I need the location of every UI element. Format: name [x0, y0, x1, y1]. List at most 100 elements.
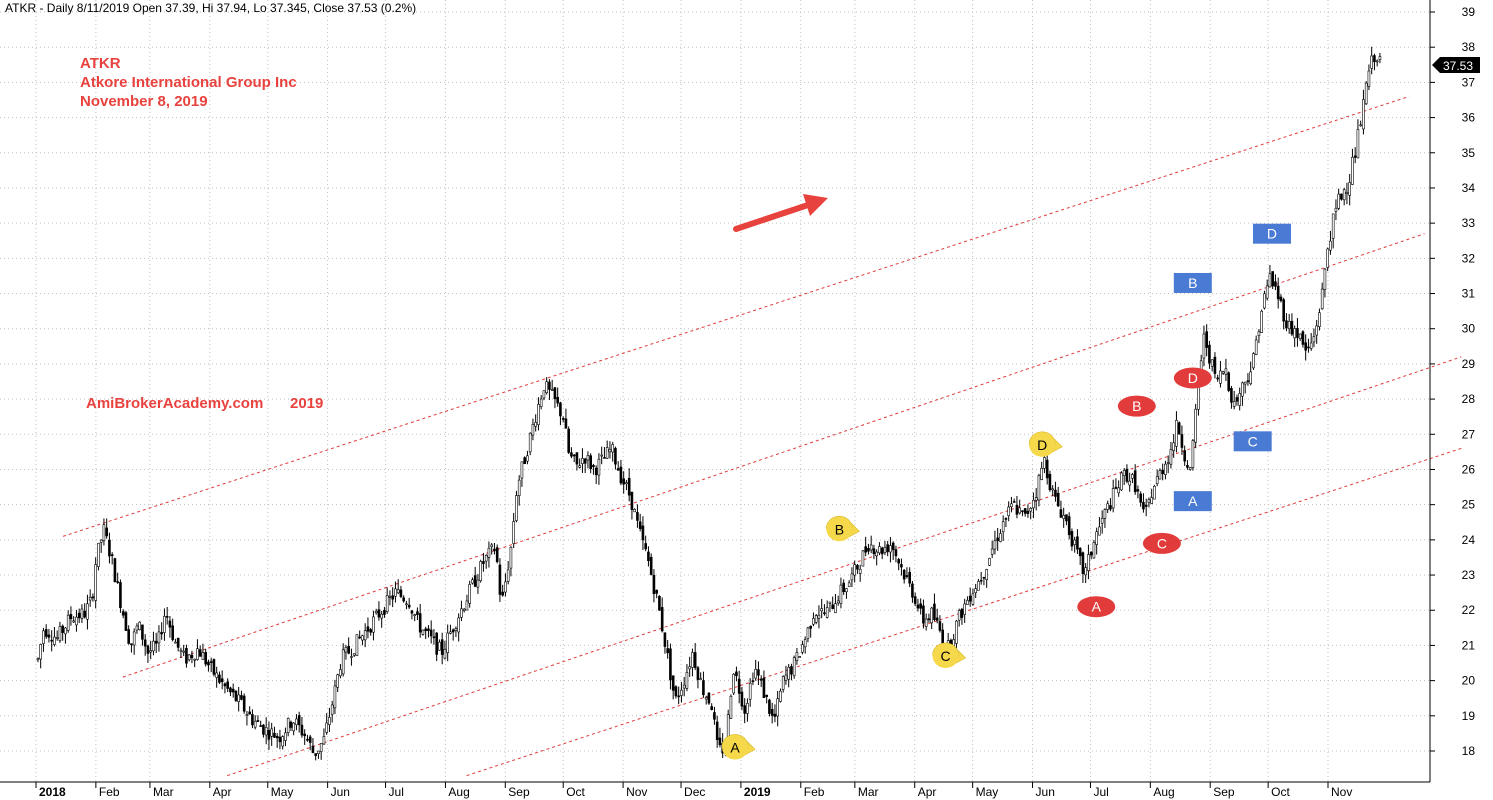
- candle-body: [649, 556, 653, 575]
- candle-body: [374, 610, 378, 614]
- candle-body: [325, 722, 328, 733]
- candle-body: [1081, 552, 1085, 574]
- candle-body: [1202, 333, 1206, 359]
- candle-body: [1078, 548, 1082, 557]
- last-price-label: 37.53: [1443, 59, 1473, 73]
- candle-body: [165, 616, 169, 618]
- candle-body: [1243, 381, 1247, 385]
- candle-body: [1023, 508, 1027, 514]
- wave-marker-shape: [1173, 272, 1212, 293]
- wave-label-blue-box: D: [1252, 223, 1291, 244]
- candle-body: [1180, 434, 1184, 448]
- candle-body: [352, 653, 356, 656]
- candle-body: [1111, 488, 1115, 509]
- candle-body: [36, 658, 40, 660]
- candle-body: [982, 576, 986, 579]
- candle-body: [218, 674, 221, 683]
- candle-body: [985, 569, 988, 580]
- candle-body: [482, 561, 485, 564]
- candle-body: [537, 404, 540, 425]
- candle-body: [394, 588, 397, 597]
- candle-body: [141, 624, 144, 640]
- candle-body: [86, 603, 89, 620]
- candle-body: [1100, 518, 1104, 524]
- candle-body: [979, 579, 983, 582]
- candle-body: [671, 675, 675, 691]
- candle-body: [834, 603, 837, 614]
- candle-body: [80, 608, 84, 619]
- candle-body: [231, 688, 235, 693]
- candle-body: [990, 548, 994, 555]
- candle-body: [292, 722, 295, 732]
- price-tick-label: 29: [1462, 357, 1476, 371]
- candle-body: [1340, 193, 1343, 200]
- wave-marker-shape: [1117, 395, 1156, 417]
- candle-body: [1194, 408, 1197, 443]
- candle-body: [465, 600, 469, 611]
- candle-body: [410, 610, 414, 614]
- candle-body: [644, 543, 647, 550]
- candle-body: [1246, 380, 1250, 383]
- candle-body: [369, 629, 372, 633]
- candle-body: [427, 628, 430, 631]
- candle-body: [762, 677, 766, 699]
- candle-body: [421, 629, 425, 635]
- candle-body: [248, 711, 251, 715]
- candle-body: [83, 610, 86, 618]
- candle-body: [1320, 288, 1324, 310]
- candle-body: [1373, 55, 1376, 63]
- candle-body: [234, 690, 238, 701]
- candle-body: [64, 627, 67, 635]
- candle-body: [993, 540, 997, 550]
- candle-body: [163, 616, 166, 633]
- candle-body: [182, 650, 185, 653]
- candle-body: [407, 604, 411, 608]
- candle-body: [1095, 531, 1098, 545]
- candle-body: [275, 735, 279, 739]
- wave-label-blue-box: B: [1173, 272, 1212, 293]
- candle-body: [149, 650, 152, 653]
- candle-body: [55, 637, 59, 639]
- candle-body: [638, 521, 642, 529]
- month-label: Mar: [153, 785, 174, 799]
- candle-body: [1334, 207, 1338, 212]
- candle-body: [454, 628, 458, 631]
- candle-body: [1378, 56, 1382, 60]
- candle-body: [1131, 474, 1134, 479]
- candle-body: [429, 629, 433, 637]
- candle-body: [1158, 470, 1162, 480]
- price-tick-label: 23: [1462, 568, 1476, 582]
- candle-body: [919, 603, 922, 609]
- candle-body: [1342, 189, 1346, 201]
- price-tick-label: 34: [1462, 181, 1476, 195]
- month-label: Apr: [213, 785, 232, 799]
- candle-body: [779, 690, 782, 702]
- candle-body: [201, 652, 205, 660]
- candle-body: [77, 612, 81, 619]
- candle-body: [1010, 503, 1013, 508]
- candle-body: [1241, 382, 1244, 397]
- candle-body: [737, 678, 741, 694]
- candle-body: [204, 652, 207, 665]
- candle-body: [922, 605, 925, 624]
- candle-body: [300, 724, 304, 736]
- candle-body: [127, 629, 130, 644]
- candle-body: [1221, 371, 1225, 374]
- candle-body: [341, 649, 345, 675]
- candle-body: [600, 454, 603, 457]
- candle-body: [479, 561, 482, 581]
- candle-body: [176, 637, 180, 648]
- price-tick-label: 36: [1462, 111, 1476, 125]
- candle-body: [484, 555, 488, 562]
- wave-marker-label: D: [1037, 437, 1047, 453]
- candle-body: [391, 595, 394, 600]
- candle-body: [858, 568, 862, 574]
- candle-body: [1177, 422, 1181, 435]
- wave-marker-shape: [1077, 596, 1116, 618]
- candle-body: [198, 649, 202, 657]
- candle-body: [1122, 470, 1126, 476]
- candle-body: [146, 645, 150, 654]
- candle-body: [520, 461, 524, 479]
- candle-body: [1249, 371, 1252, 384]
- candle-body: [1144, 504, 1148, 507]
